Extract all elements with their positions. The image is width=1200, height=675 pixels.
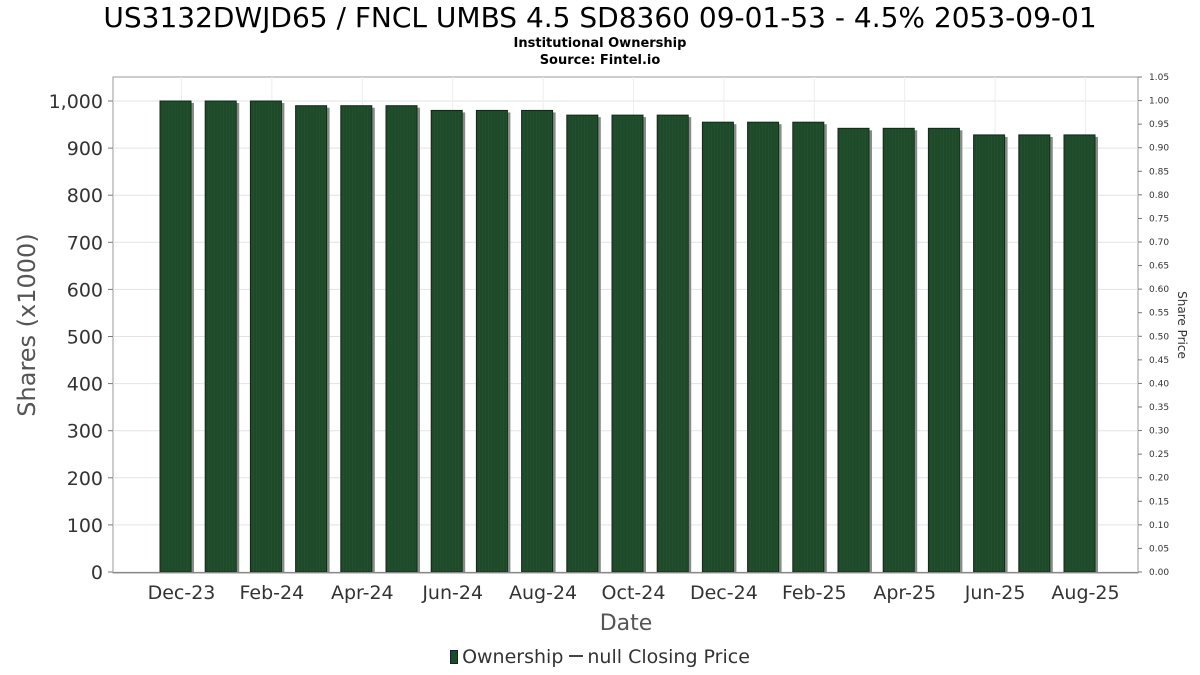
bar	[159, 100, 192, 573]
bar	[656, 114, 689, 573]
x-tick-label: Feb-25	[782, 582, 847, 604]
x-tick-label: Jun-25	[964, 582, 1026, 604]
legend-closing-price-label: null Closing Price	[587, 646, 750, 668]
x-tick-label: Jun-24	[421, 582, 483, 604]
x-tick-label: Dec-24	[690, 582, 758, 604]
y2-tick-label: 0.00	[1149, 568, 1169, 578]
bar	[611, 114, 644, 573]
y2-tick-label: 0.20	[1149, 474, 1169, 484]
x-tick-label: Aug-25	[1051, 582, 1119, 604]
y-tick-label: 100	[67, 515, 103, 537]
y-tick-label: 800	[67, 185, 103, 207]
bar	[792, 121, 825, 573]
bar	[747, 121, 780, 573]
chart-legend: Ownership null Closing Price	[0, 646, 1200, 668]
x-axis: Dec-23 Feb-24 Apr-24 Jun-24 Aug-24 Oct-24 Dec-…	[113, 572, 1138, 604]
bar	[927, 127, 960, 573]
y2-tick-label: 0.60	[1149, 285, 1169, 295]
legend-ownership-label: Ownership	[462, 646, 564, 668]
legend-ownership-swatch	[450, 650, 459, 664]
y2-axis-label: Share Price	[1175, 291, 1189, 359]
y2-tick-label: 0.40	[1149, 379, 1169, 389]
y2-tick-label: 0.05	[1149, 544, 1169, 554]
bar	[475, 109, 508, 573]
bar	[340, 105, 373, 573]
y2-tick-label: 0.95	[1149, 120, 1169, 130]
x-tick-label: Aug-24	[509, 582, 577, 604]
y2-tick-label: 0.70	[1149, 238, 1169, 248]
y-tick-label: 1,000	[49, 91, 103, 113]
chart-subtitle: Institutional Ownership	[514, 36, 687, 51]
y2-tick-label: 0.10	[1149, 521, 1169, 531]
bar	[1018, 134, 1051, 573]
bar-series-ownership	[159, 100, 1098, 573]
bar	[521, 109, 554, 573]
y-tick-label: 500	[67, 327, 103, 349]
y-axis: 0 100 200 300 400 500 600 700 800 900 1,000	[49, 91, 113, 584]
ownership-chart: US3132DWJD65 / FNCL UMBS 4.5 SD8360 09-0…	[13, 1, 1189, 636]
y2-tick-label: 0.85	[1149, 167, 1169, 177]
x-tick-label: Dec-23	[148, 582, 216, 604]
y2-tick-label: 0.25	[1149, 450, 1169, 460]
y2-axis: 0.00 0.05 0.10 0.15 0.20 0.25 0.30 0.35 0.40 0.45…	[1138, 73, 1169, 578]
bar	[973, 134, 1006, 573]
y2-tick-label: 0.15	[1149, 497, 1169, 507]
bar	[249, 100, 282, 573]
y2-tick-label: 0.75	[1149, 214, 1169, 224]
bar	[204, 100, 237, 573]
y-tick-label: 700	[67, 232, 103, 254]
y2-tick-label: 0.80	[1149, 191, 1169, 201]
y-tick-label: 300	[67, 421, 103, 443]
x-tick-label: Apr-25	[873, 582, 936, 604]
y2-tick-label: 0.30	[1149, 427, 1169, 437]
x-tick-label: Apr-24	[331, 582, 394, 604]
chart-source: Source: Fintel.io	[540, 53, 661, 68]
x-tick-label: Feb-24	[240, 582, 305, 604]
y-tick-label: 200	[67, 468, 103, 490]
bar	[837, 127, 870, 573]
y-axis-label: Shares (x1000)	[13, 233, 41, 416]
bar	[566, 114, 599, 573]
x-axis-label: Date	[600, 611, 653, 636]
y-tick-label: 600	[67, 279, 103, 301]
y2-tick-label: 0.90	[1149, 144, 1169, 154]
y2-tick-label: 1.00	[1149, 97, 1169, 107]
bar	[1063, 134, 1096, 573]
legend-closing-price-swatch	[569, 655, 584, 657]
bar	[430, 109, 463, 573]
y2-tick-label: 0.45	[1149, 356, 1169, 366]
y2-tick-label: 0.50	[1149, 332, 1169, 342]
bar	[385, 105, 418, 573]
bar	[701, 121, 734, 573]
y-tick-label: 400	[67, 374, 103, 396]
bar	[882, 127, 915, 573]
y2-tick-label: 0.35	[1149, 403, 1169, 413]
y2-tick-label: 1.05	[1149, 73, 1169, 83]
chart-title: US3132DWJD65 / FNCL UMBS 4.5 SD8360 09-0…	[103, 1, 1096, 34]
y2-tick-label: 0.65	[1149, 262, 1169, 272]
x-tick-label: Oct-24	[602, 582, 666, 604]
bar	[295, 105, 328, 573]
y2-tick-label: 0.55	[1149, 309, 1169, 319]
y-tick-label: 900	[67, 138, 103, 160]
y-tick-label: 0	[91, 562, 103, 584]
